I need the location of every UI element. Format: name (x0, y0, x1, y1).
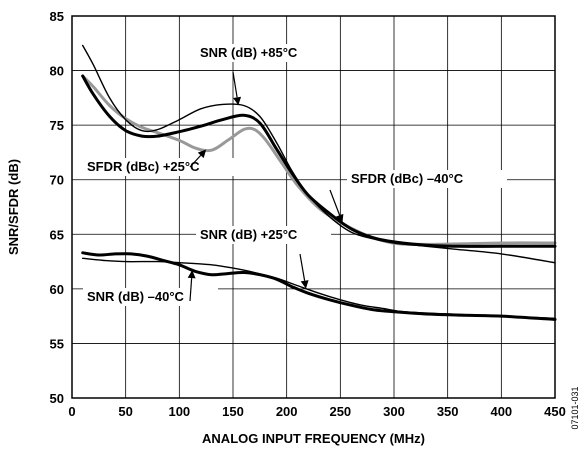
annotation-background (347, 170, 507, 188)
annotation-arrowhead (187, 270, 196, 279)
annotation-arrowhead (233, 96, 242, 106)
annotation-label: SFDR (dBc) +25°C (87, 159, 200, 174)
y-tick-label: 60 (50, 282, 64, 297)
y-tick-label: 85 (50, 9, 64, 24)
x-tick-label: 350 (437, 404, 459, 419)
annotation-label: SNR (dB) +85°C (200, 45, 298, 60)
x-tick-label: 0 (68, 404, 75, 419)
x-tick-label: 150 (222, 404, 244, 419)
y-axis-ticks: 50 55 60 65 70 75 80 85 (50, 9, 64, 406)
series-group (81, 44, 557, 321)
y-tick-label: 50 (50, 391, 64, 406)
y-tick-label: 70 (50, 173, 64, 188)
annotations: SNR (dB) +85°C SFDR (dBc) +25°C SFDR (dBc)… (83, 44, 507, 306)
y-tick-label: 65 (50, 227, 64, 242)
annotation-arrow (329, 189, 341, 216)
annotation-arrow (299, 253, 306, 281)
annotation-background (196, 226, 331, 244)
y-tick-label: 75 (50, 118, 64, 133)
plot-frame (71, 15, 556, 399)
annotation-arrow (189, 278, 193, 302)
annotation-arrowhead (300, 280, 309, 289)
annotation-background (196, 44, 328, 62)
y-tick-label: 55 (50, 336, 64, 351)
grid (72, 16, 555, 398)
annotation-arrowhead (335, 213, 344, 223)
annotation-label: SFDR (dBc) –40°C (351, 171, 464, 186)
annotation-arrow (232, 71, 238, 98)
annotation-arrowhead (197, 149, 207, 159)
series-line (81, 251, 557, 321)
y-tick-label: 80 (50, 64, 64, 79)
annotation-label: SNR (dB) –40°C (87, 289, 185, 304)
annotation-background (83, 288, 218, 306)
x-tick-label: 200 (276, 404, 298, 419)
x-tick-label: 450 (544, 404, 566, 419)
annotation-label: SNR (dB) +25°C (200, 227, 298, 242)
x-axis-ticks: 0 50 100 150 200 250 300 350 400 450 (68, 404, 565, 419)
series-line (81, 74, 557, 248)
x-axis-label: ANALOG INPUT FREQUENCY (MHz) (202, 431, 425, 446)
annotation-background (83, 158, 235, 176)
y-axis-label: SNR/SFDR (dB) (6, 159, 21, 255)
annotation-arrow (189, 154, 202, 168)
x-tick-label: 300 (383, 404, 405, 419)
x-tick-label: 100 (168, 404, 190, 419)
x-tick-label: 50 (118, 404, 132, 419)
x-tick-label: 250 (329, 404, 351, 419)
figure-id: 07101-031 (570, 386, 580, 429)
x-tick-label: 400 (490, 404, 512, 419)
